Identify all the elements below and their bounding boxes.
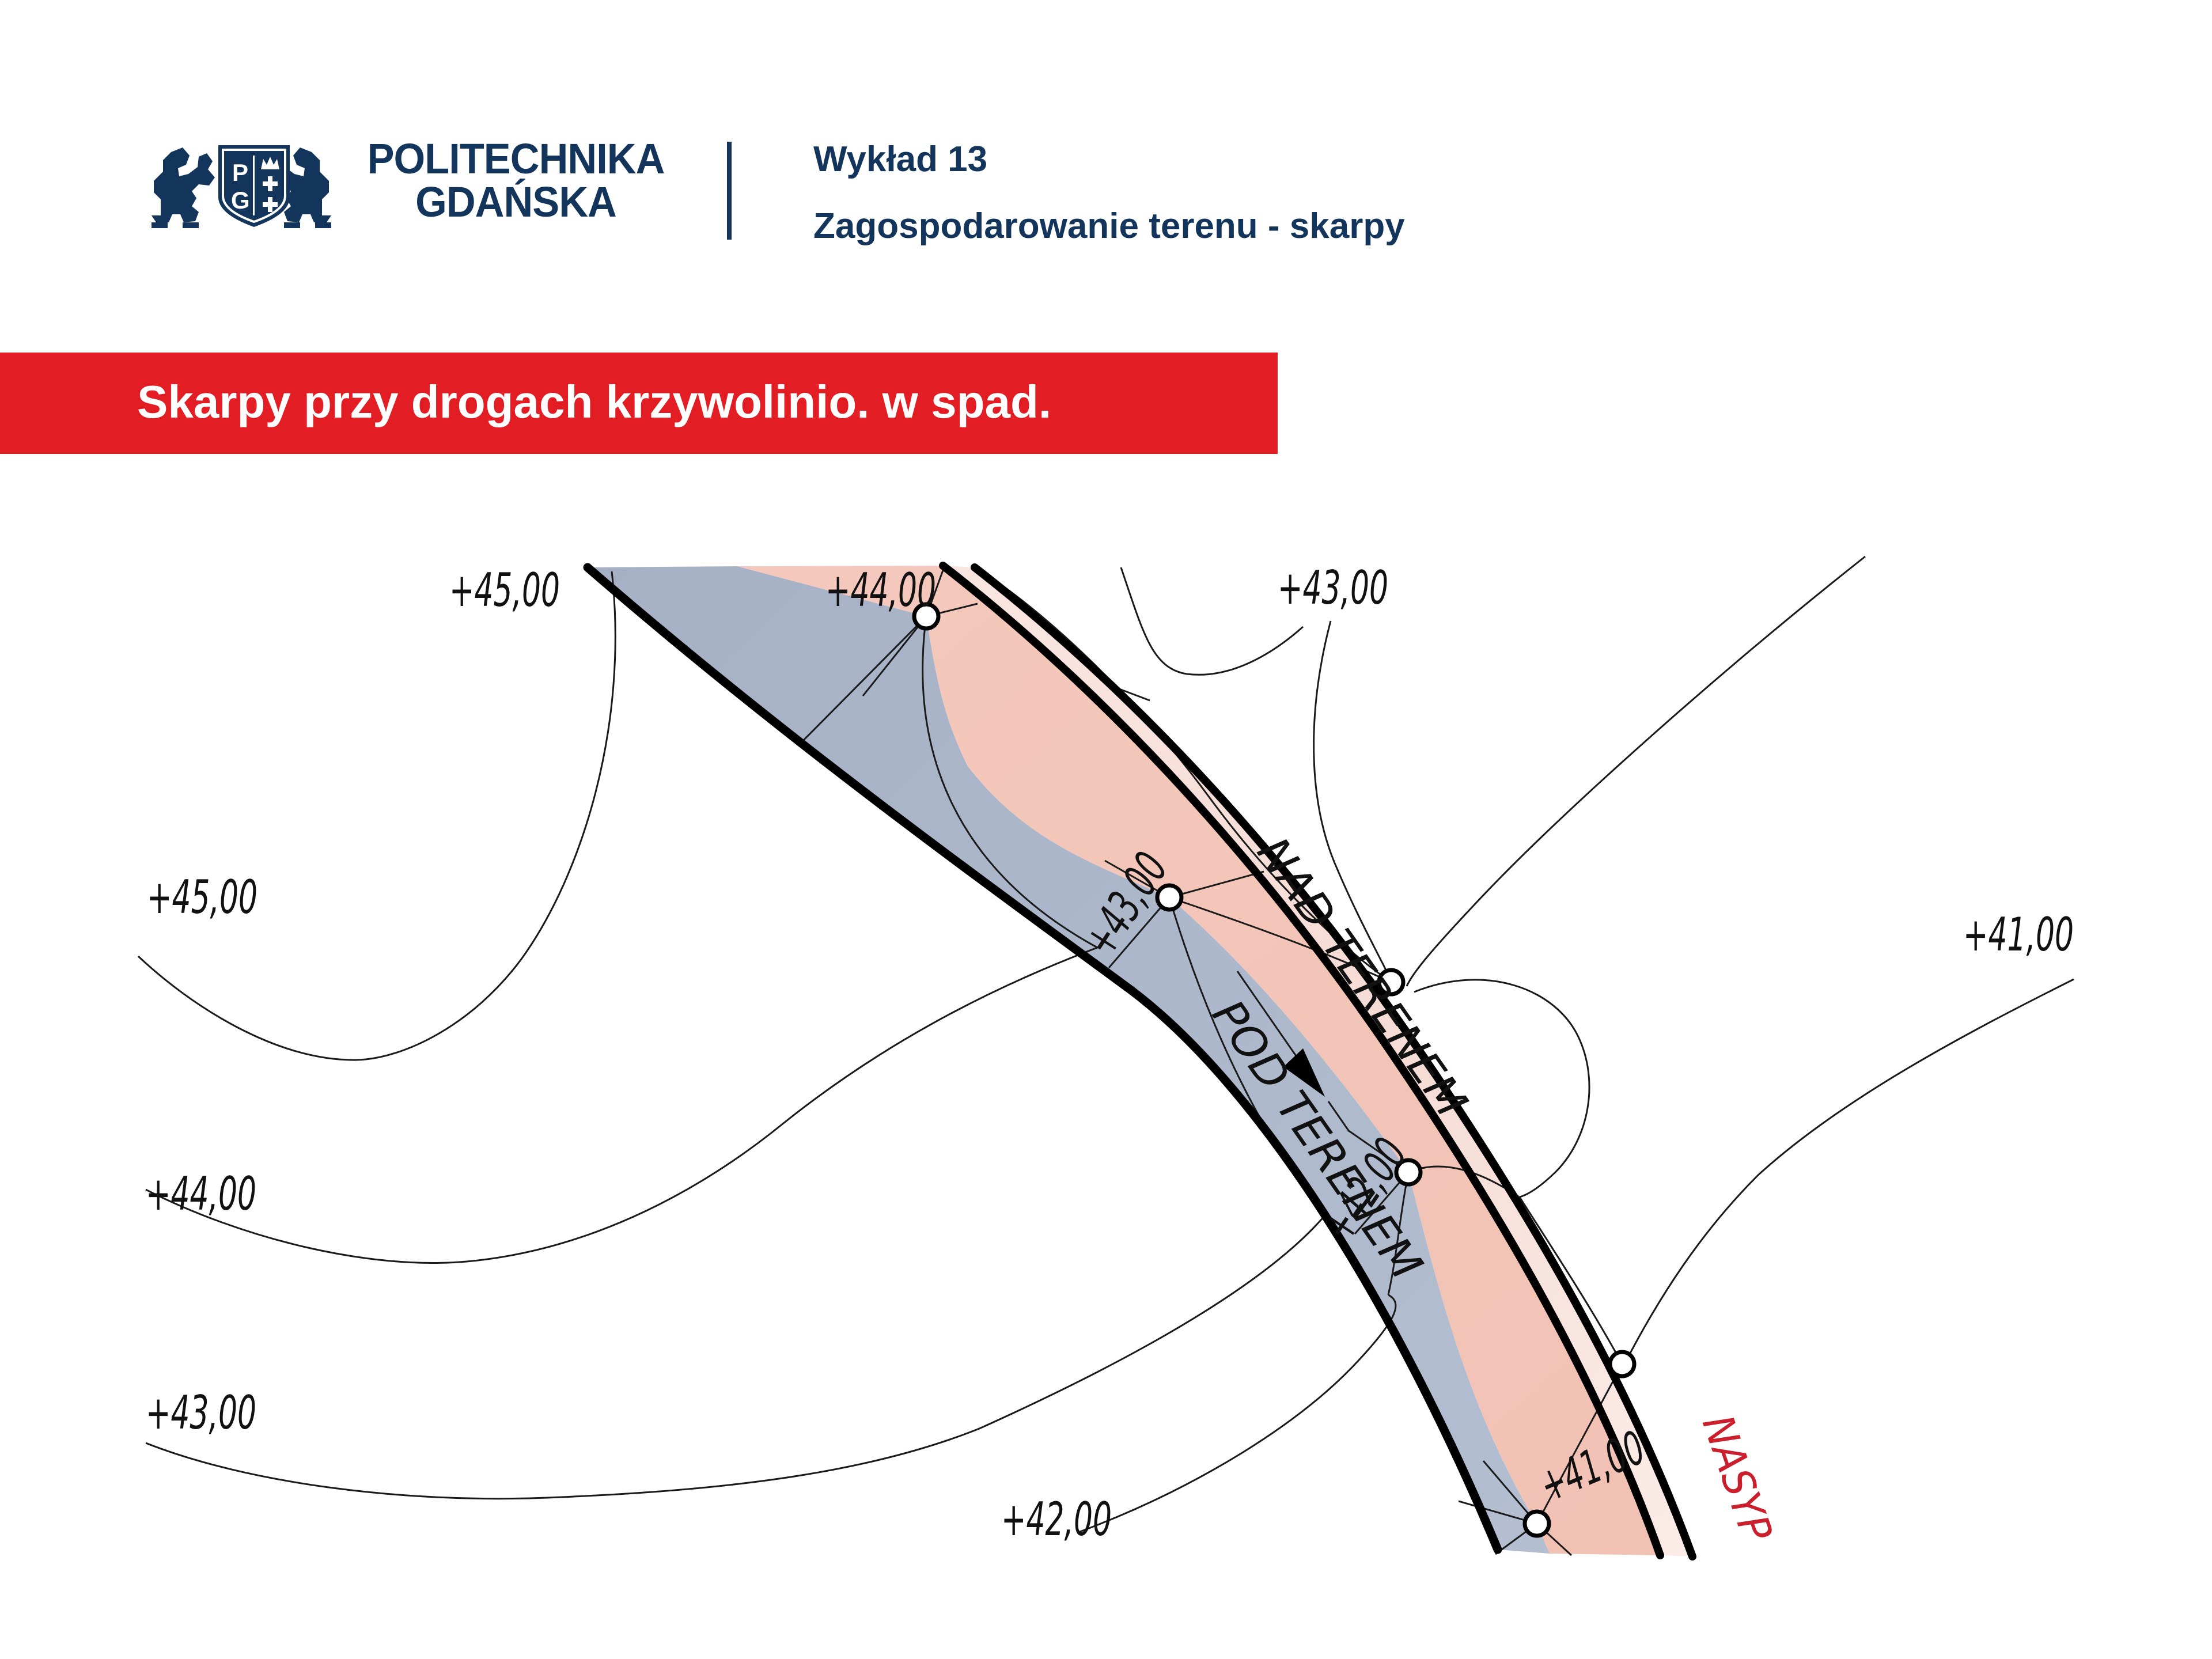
- slope-outer-edge-line: [583, 563, 1502, 1554]
- crown-icon: [261, 157, 279, 169]
- lecture-header: Wykład 13 Zagospodarowanie terenu - skar…: [813, 142, 1405, 244]
- contour-42-loop: [1414, 979, 1623, 1365]
- section-banner: Skarpy przy drogach krzywolinio. w spad.: [0, 353, 1278, 454]
- crosses-icon: [263, 176, 278, 212]
- slope-direction-arrow: [1236, 971, 1350, 1132]
- zero-point-43-road: [1377, 968, 1406, 997]
- zone-label-embankment: NASYP: [1692, 1409, 1782, 1548]
- shield-icon: P G: [218, 145, 290, 227]
- zero-point-43-slope: [1155, 883, 1184, 912]
- contour-42-bottom: [1078, 1294, 1397, 1533]
- contour-label-43-left: +43,00: [146, 1386, 256, 1440]
- contour-label-45-left: +45,00: [147, 870, 257, 924]
- contour-44-right-upper: [1120, 567, 1304, 676]
- road-crossing-tick-top: [1119, 688, 1150, 702]
- monogram-g: G: [231, 187, 250, 214]
- university-logo: P G: [151, 145, 331, 228]
- lecture-topic: Zagospodarowanie terenu - skarpy: [813, 206, 1405, 246]
- zero-point-41: [1522, 1509, 1551, 1538]
- lion-left-icon: [151, 147, 215, 228]
- contour-41-right: [1623, 978, 2074, 1365]
- contour-43-from-top-label: [1313, 620, 1392, 981]
- lecture-number: Wykład 13: [813, 139, 988, 179]
- zero-point-41-road: [1608, 1350, 1637, 1378]
- contour-43-left: [145, 1215, 1326, 1500]
- contour-45-left: [137, 571, 616, 1061]
- contour-label-41-right: +41,00: [1963, 908, 2074, 961]
- zero-point-44: [912, 602, 941, 631]
- contour-label-44-top: +44,00: [825, 563, 936, 617]
- contour-label-42-bottom: +42,00: [1001, 1493, 1112, 1546]
- university-name: POLITECHNIKA GDAŃSKA: [357, 137, 675, 224]
- header-divider: [727, 142, 732, 240]
- zero-point-markers: [912, 602, 1637, 1538]
- contour-44-left: [145, 946, 1098, 1264]
- university-name-line2: GDAŃSKA: [415, 178, 617, 226]
- zero-point-42: [1394, 1158, 1423, 1187]
- contour-label-44-left: +44,00: [146, 1167, 256, 1221]
- contour-42-big-sweep: [1406, 555, 1866, 987]
- university-name-line1: POLITECHNIKA: [367, 135, 665, 183]
- contour-label-45-top: +45,00: [449, 563, 560, 617]
- contour-label-43-top: +43,00: [1278, 561, 1388, 615]
- monogram-p: P: [232, 159, 248, 186]
- fill-area-above-terrain: [737, 566, 1660, 1555]
- road-edge-inner-line: [939, 562, 1664, 1559]
- section-title: Skarpy przy drogach krzywolinio. w spad.: [137, 376, 1052, 428]
